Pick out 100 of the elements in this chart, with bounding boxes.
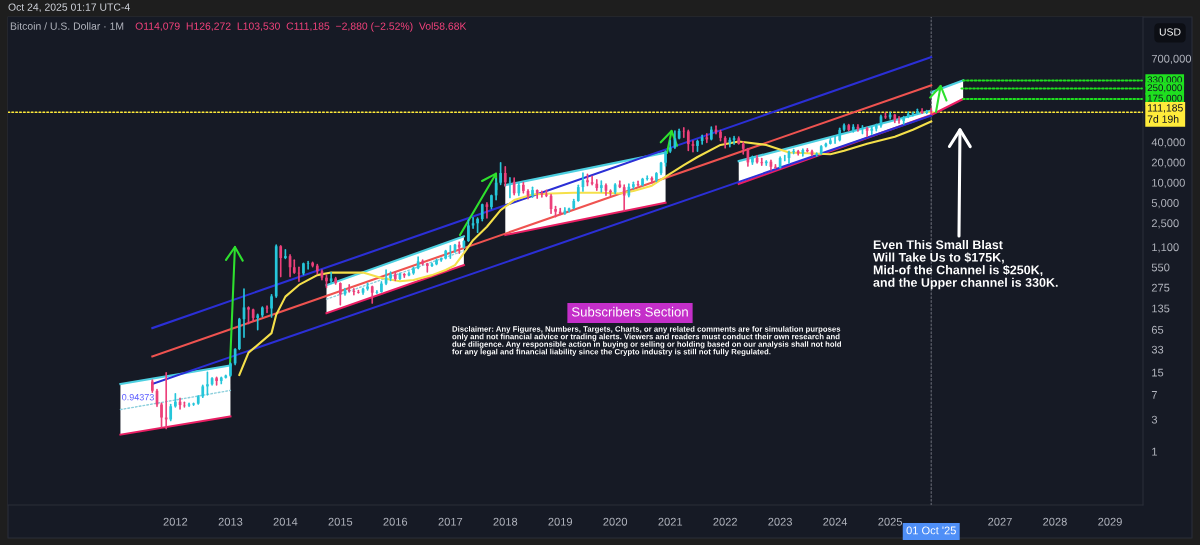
candlestick	[916, 108, 919, 115]
candlestick	[911, 111, 915, 117]
candlestick	[389, 271, 392, 282]
annotation: Even This Small Blast Will Take Us to $175K, Mid-of the Channel is $250K, and the Upper channel is 330K.	[873, 240, 1058, 290]
annotation: Subscribers Section	[571, 306, 688, 317]
y-axis-title: USD	[1159, 28, 1181, 36]
candlestick	[884, 112, 887, 120]
y-tick-label: 3	[1151, 415, 1158, 424]
candlestick	[801, 148, 805, 157]
candlestick	[499, 161, 502, 186]
candlestick	[412, 266, 415, 275]
candlestick	[306, 260, 310, 270]
candlestick	[590, 175, 594, 186]
candlestick	[338, 282, 342, 306]
candlestick	[545, 189, 548, 198]
x-tick-label: 2028	[1043, 517, 1067, 526]
data-label: 330,000	[1147, 76, 1182, 85]
x-tick-label: 2027	[988, 517, 1012, 526]
candlestick	[334, 276, 338, 285]
x-tick-label: 2014	[273, 517, 298, 526]
candlestick	[806, 147, 809, 153]
candlestick	[187, 402, 191, 408]
candlestick	[325, 274, 328, 289]
candlestick	[531, 186, 534, 198]
candlestick	[732, 135, 736, 146]
y-tick-label: 2,500	[1151, 219, 1179, 229]
candlestick	[897, 115, 901, 124]
candlestick	[815, 152, 819, 157]
candlestick	[160, 402, 163, 429]
y-tick-label: 1	[1152, 447, 1157, 456]
x-tick-label: 2023	[768, 517, 792, 526]
data-label: 250,000	[1147, 84, 1182, 93]
candlestick	[174, 393, 177, 408]
candlestick	[256, 313, 260, 331]
y-tick-label: 10,000	[1152, 178, 1185, 188]
candlestick	[503, 165, 507, 187]
candlestick	[599, 180, 603, 193]
ref-line-label: 01 Oct '25	[906, 526, 956, 535]
candlestick	[861, 124, 864, 135]
candlestick	[347, 284, 351, 293]
candlestick	[705, 133, 709, 144]
candlestick	[696, 139, 699, 153]
ref-line-label: 111,185 7d 19h	[1147, 104, 1183, 123]
candlestick	[476, 217, 479, 233]
y-tick-label: 33	[1151, 345, 1164, 354]
candlestick	[760, 157, 764, 166]
candlestick	[641, 177, 644, 187]
y-tick-label: 20,000	[1151, 158, 1185, 168]
candlestick	[215, 376, 218, 386]
x-tick-label: 2017	[438, 517, 463, 526]
candlestick	[284, 248, 287, 260]
candlestick	[792, 148, 796, 155]
x-tick-label: 2013	[218, 517, 243, 526]
y-tick-label: 275	[1151, 283, 1170, 292]
candlestick	[709, 126, 713, 141]
candlestick	[796, 149, 800, 156]
candlestick	[586, 173, 589, 187]
x-tick-label: 2022	[713, 517, 737, 526]
candlestick	[645, 175, 649, 181]
candlestick	[655, 171, 658, 183]
x-tick-label: 2019	[548, 517, 573, 526]
candlestick	[375, 289, 379, 295]
candlestick	[490, 194, 493, 210]
candlestick	[632, 181, 635, 190]
candlestick	[237, 317, 241, 351]
y-tick-label: 15	[1152, 368, 1164, 377]
candlestick	[435, 258, 438, 266]
candlestick	[421, 259, 425, 266]
chart-title: Bitcoin / U.S. Dollar · 1M	[10, 22, 124, 30]
x-tick-label: 2024	[823, 517, 848, 526]
x-tick-label: 2020	[603, 517, 628, 526]
candlestick	[719, 129, 722, 142]
candlestick	[270, 293, 273, 318]
candlestick	[829, 137, 832, 145]
y-tick-label: 550	[1151, 263, 1170, 272]
candlestick	[150, 379, 154, 394]
x-tick-label: 2029	[1098, 517, 1122, 526]
y-tick-label: 40,000	[1151, 138, 1185, 148]
candlestick	[870, 126, 874, 135]
text: Oct 24, 2025 01:17 UTC-4	[8, 3, 130, 13]
candlestick	[929, 107, 933, 116]
candlestick	[554, 205, 557, 218]
candlestick	[521, 181, 525, 194]
x-tick-label: 2018	[493, 517, 518, 526]
candlestick	[622, 184, 626, 212]
candlestick	[751, 155, 754, 165]
candlestick	[261, 306, 264, 318]
candlestick	[279, 244, 283, 278]
candlestick	[558, 207, 562, 216]
candlestick	[774, 163, 777, 170]
candlestick	[457, 241, 461, 255]
x-tick-label: 2016	[383, 517, 408, 526]
candlestick	[247, 306, 250, 325]
y-tick-label: 700,000	[1151, 54, 1192, 64]
data-label: 175,000	[1147, 94, 1182, 103]
candlestick	[366, 282, 369, 291]
y-tick-label: 65	[1151, 325, 1164, 334]
candlestick	[357, 289, 360, 294]
y-tick-label: 1,100	[1152, 243, 1179, 253]
y-tick-label: 7	[1151, 391, 1157, 399]
